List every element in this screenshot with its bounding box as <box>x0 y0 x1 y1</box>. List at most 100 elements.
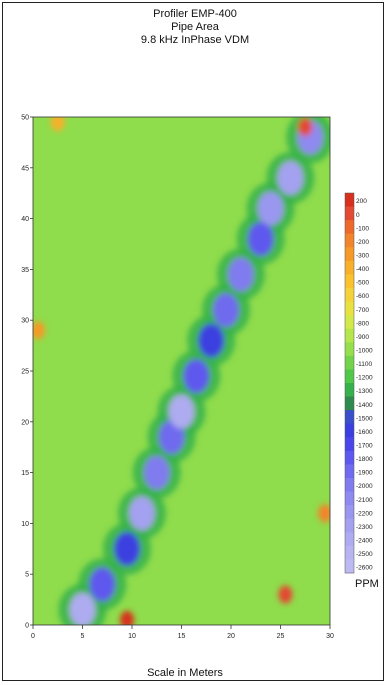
colorbar-swatch-26 <box>345 545 354 560</box>
colorbar-label-17: -1600 <box>356 429 373 436</box>
colorbar-unit-label: PPM <box>355 578 379 590</box>
colorbar-label-12: -1100 <box>356 361 373 368</box>
x-tick-label-3: 15 <box>178 633 186 640</box>
colorbar-label-11: -1000 <box>356 347 373 354</box>
title-line-2: Pipe Area <box>171 21 219 33</box>
colorbar-swatch-3 <box>345 233 354 248</box>
positive-spot-4 <box>298 118 313 137</box>
colorbar-swatch-25 <box>345 532 354 547</box>
anomaly-core-3 <box>128 496 155 531</box>
y-axis: 0 5 10 15 20 25 30 35 40 45 50 <box>21 115 33 630</box>
anomaly-core-7 <box>183 359 210 394</box>
colorbar-swatch-6 <box>345 274 354 289</box>
colorbar-label-13: -1200 <box>356 375 373 382</box>
anomaly-field <box>33 117 330 625</box>
colorbar-label-16: -1500 <box>356 415 373 422</box>
colorbar-swatch-18 <box>345 437 354 452</box>
anomaly-core-1 <box>89 567 116 602</box>
anomaly-core-4 <box>143 455 170 490</box>
colorbar-swatch-16 <box>345 410 354 425</box>
y-tick-label-1: 5 <box>25 572 29 579</box>
anomaly-core-2 <box>114 531 141 566</box>
y-tick-label-5: 25 <box>21 369 29 376</box>
colorbar-swatch-20 <box>345 464 354 479</box>
y-tick-label-10: 50 <box>21 115 29 122</box>
colorbar-label-14: -1300 <box>356 388 373 395</box>
colorbar-swatch-14 <box>345 383 354 397</box>
colorbar-label-9: -800 <box>356 320 369 327</box>
colorbar-label-27: -2600 <box>356 565 373 572</box>
colorbar-swatch-22 <box>345 491 354 506</box>
colorbar-label-24: -2300 <box>356 524 373 531</box>
colorbar-label-4: -300 <box>356 252 369 259</box>
colorbar-label-21: -2000 <box>356 483 373 490</box>
colorbar-label-22: -2100 <box>356 497 373 504</box>
colorbar-swatch-19 <box>345 450 354 465</box>
colorbar-swatch-10 <box>345 328 354 343</box>
positive-spot-5 <box>50 117 65 132</box>
colorbar-swatch-24 <box>345 518 354 533</box>
colorbar-label-8: -700 <box>356 307 369 314</box>
colorbar-swatch-17 <box>345 423 354 438</box>
positive-spot-0 <box>120 610 135 625</box>
colorbar-swatch-0 <box>345 193 354 207</box>
colorbar-label-23: -2200 <box>356 510 373 517</box>
y-tick-label-7: 35 <box>21 267 29 274</box>
colorbar-label-19: -1800 <box>356 456 373 463</box>
colorbar-swatch-5 <box>345 260 354 275</box>
anomaly-core-12 <box>257 191 284 226</box>
x-axis-label: Scale in Meters <box>147 667 223 679</box>
colorbar-label-18: -1700 <box>356 442 373 449</box>
y-tick-label-8: 40 <box>21 216 29 223</box>
anomaly-core-6 <box>168 394 195 429</box>
x-tick-label-6: 30 <box>326 633 334 640</box>
y-tick-label-4: 20 <box>21 419 29 426</box>
x-tick-label-1: 5 <box>81 633 85 640</box>
colorbar-label-0: 200 <box>356 198 367 205</box>
anomaly-core-9 <box>213 293 240 328</box>
anomaly-core-8 <box>198 323 225 358</box>
colorbar-swatch-15 <box>345 396 354 411</box>
positive-spot-2 <box>318 504 330 523</box>
title-line-3: 9.8 kHz InPhase VDM <box>140 34 250 46</box>
colorbar-swatch-9 <box>345 315 354 330</box>
x-tick-label-0: 0 <box>31 633 35 640</box>
colorbar-label-26: -2500 <box>356 551 373 558</box>
colorbar: 200 0 -100 -200 -300 -400 -500 -600 -700 -800 -900… <box>344 192 373 574</box>
colorbar-swatch-12 <box>345 355 354 370</box>
colorbar-swatch-4 <box>345 247 354 262</box>
figure-frame <box>2 2 384 681</box>
x-tick-label-4: 20 <box>227 633 235 640</box>
y-tick-label-9: 45 <box>21 165 29 172</box>
colorbar-label-6: -500 <box>356 280 369 287</box>
colorbar-label-15: -1400 <box>356 402 373 409</box>
colorbar-label-25: -2400 <box>356 537 373 544</box>
colorbar-label-1: 0 <box>356 212 360 219</box>
anomaly-core-5 <box>158 420 185 455</box>
positive-spot-3 <box>33 321 45 340</box>
colorbar-swatch-7 <box>345 288 354 302</box>
colorbar-swatch-21 <box>345 478 354 492</box>
y-tick-label-2: 10 <box>21 521 29 528</box>
title-line-1: Profiler EMP-400 <box>153 8 237 20</box>
anomaly-core-10 <box>227 257 254 292</box>
colorbar-label-5: -400 <box>356 266 369 273</box>
y-tick-label-6: 30 <box>21 318 29 325</box>
colorbar-swatch-8 <box>345 301 354 316</box>
anomaly-core-13 <box>277 160 304 195</box>
colorbar-border <box>344 192 355 574</box>
colorbar-label-7: -600 <box>356 293 369 300</box>
y-tick-label-3: 15 <box>21 470 29 477</box>
colorbar-swatch-11 <box>345 342 354 357</box>
anomaly-core-11 <box>247 221 274 256</box>
y-tick-label-0: 0 <box>25 623 29 630</box>
anomaly-core-0 <box>69 592 96 625</box>
colorbar-swatch-27 <box>345 559 354 574</box>
colorbar-swatch-23 <box>345 505 354 520</box>
colorbar-swatch-2 <box>345 220 354 235</box>
colorbar-label-2: -100 <box>356 225 369 232</box>
colorbar-label-3: -200 <box>356 239 369 246</box>
x-tick-label-5: 25 <box>277 633 285 640</box>
colorbar-swatch-13 <box>345 369 354 384</box>
